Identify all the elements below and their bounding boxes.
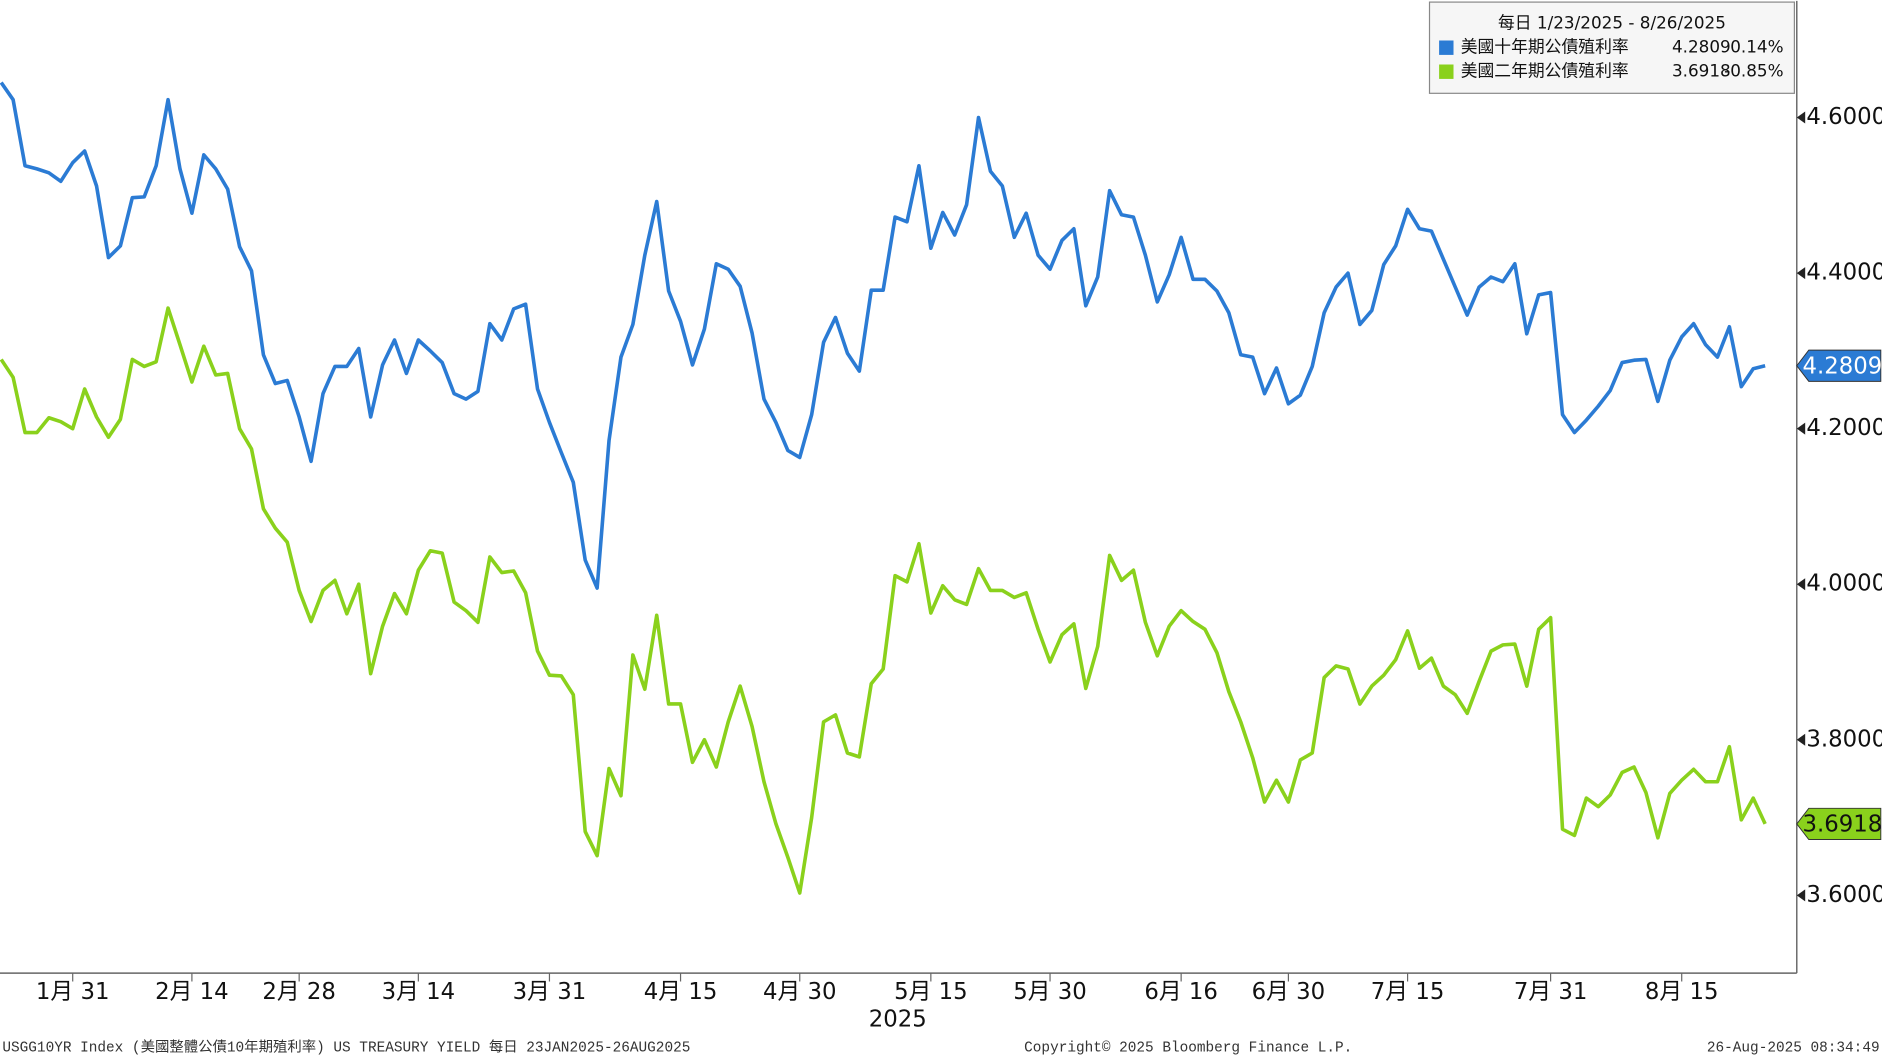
legend-change: 0.14% (1730, 37, 1783, 57)
legend-label: 美國十年期公債殖利率 (1461, 37, 1629, 57)
series-line (0, 81, 1766, 590)
x-tick-label: 7月 31 (1514, 979, 1588, 1005)
x-tick-label: 3月 31 (513, 979, 587, 1005)
x-tick-label: 6月 16 (1144, 979, 1218, 1005)
legend-swatch (1439, 40, 1454, 55)
y-tick (1796, 889, 1806, 902)
y-tick-label: 3.6000 (1806, 882, 1882, 908)
last-value-label: 3.6918 (1803, 812, 1882, 838)
x-tick-label: 4月 30 (763, 979, 837, 1005)
legend-label: 美國二年期公債殖利率 (1461, 61, 1629, 81)
y-tick (1796, 111, 1806, 124)
x-tick-label: 2月 14 (155, 979, 229, 1005)
x-tick-label: 6月 30 (1252, 979, 1326, 1005)
x-tick-label: 7月 15 (1371, 979, 1445, 1005)
legend-box (1428, 1, 1795, 94)
legend-change: -0.85% (1724, 61, 1783, 81)
footer-right: 26-Aug-2025 08:34:49 (1707, 1040, 1880, 1056)
x-tick-label: 5月 15 (894, 979, 968, 1005)
y-tick (1796, 578, 1806, 591)
x-tick-label: 5月 30 (1013, 979, 1087, 1005)
last-value-tag (1796, 807, 1882, 841)
last-value-label: 4.2809 (1803, 353, 1882, 379)
x-tick-label: 2月 28 (262, 979, 336, 1005)
y-tick (1796, 733, 1806, 746)
footer-left: USGG10YR Index (美國整體公債10年期殖利率) US TREASU… (2, 1038, 690, 1056)
x-tick-label: 4月 15 (644, 979, 718, 1005)
x-tick-label: 3月 14 (382, 979, 456, 1005)
x-axis-label: 2025 (869, 1006, 927, 1032)
y-tick (1796, 422, 1806, 435)
legend-value: 3.6918 (1672, 61, 1731, 81)
footer-center: Copyright© 2025 Bloomberg Finance L.P. (1024, 1040, 1352, 1056)
y-tick-label: 3.8000 (1806, 726, 1882, 752)
legend-title: 每日 1/23/2025 - 8/26/2025 (1498, 13, 1726, 33)
x-tick-label: 1月 31 (36, 979, 110, 1005)
legend-swatch (1439, 64, 1454, 79)
y-tick (1796, 267, 1806, 280)
series-line (0, 306, 1767, 895)
legend-value: 4.2809 (1672, 37, 1731, 57)
x-tick-label: 8月 15 (1645, 979, 1719, 1005)
y-tick-label: 4.0000 (1806, 571, 1882, 597)
y-tick-label: 4.6000 (1806, 104, 1882, 130)
y-tick-label: 4.4000 (1806, 260, 1882, 286)
last-value-tag (1796, 349, 1882, 382)
y-tick-label: 4.2000 (1806, 415, 1882, 441)
